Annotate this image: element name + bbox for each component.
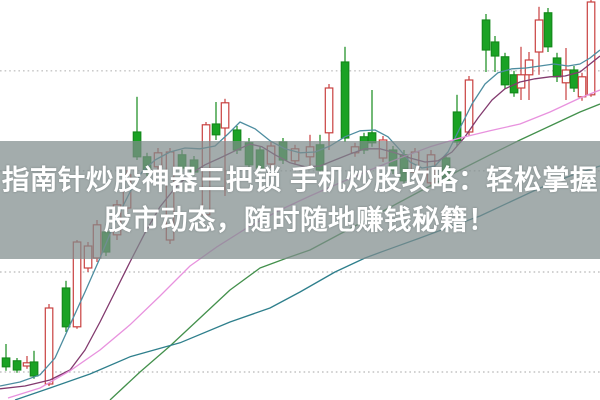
candle-body [324,87,334,134]
candle-body [490,41,500,57]
candle-body [340,61,350,139]
candle-body [543,12,553,48]
headline-line-2: 股市动态，随时随地赚钱秘籍！ [104,204,496,235]
candle-body [61,287,71,328]
candle-body [552,57,562,78]
candle-body [577,76,587,98]
candle-body [481,19,491,51]
candle-body [211,123,221,136]
candle-body [534,19,544,53]
candle-body [1,357,11,368]
headline-line-1: 指南针炒股神器三把锁 手机炒股攻略：轻松掌握 [1,164,599,195]
candle-body [12,360,22,371]
candle-body [220,102,230,129]
candle-body [586,1,596,96]
candle-body [29,361,39,377]
candle-body [44,307,54,385]
candle-body [22,362,32,367]
title-overlay-band: 指南针炒股神器三把锁 手机炒股攻略：轻松掌握 股市动态，随时随地赚钱秘籍！ [0,141,600,259]
